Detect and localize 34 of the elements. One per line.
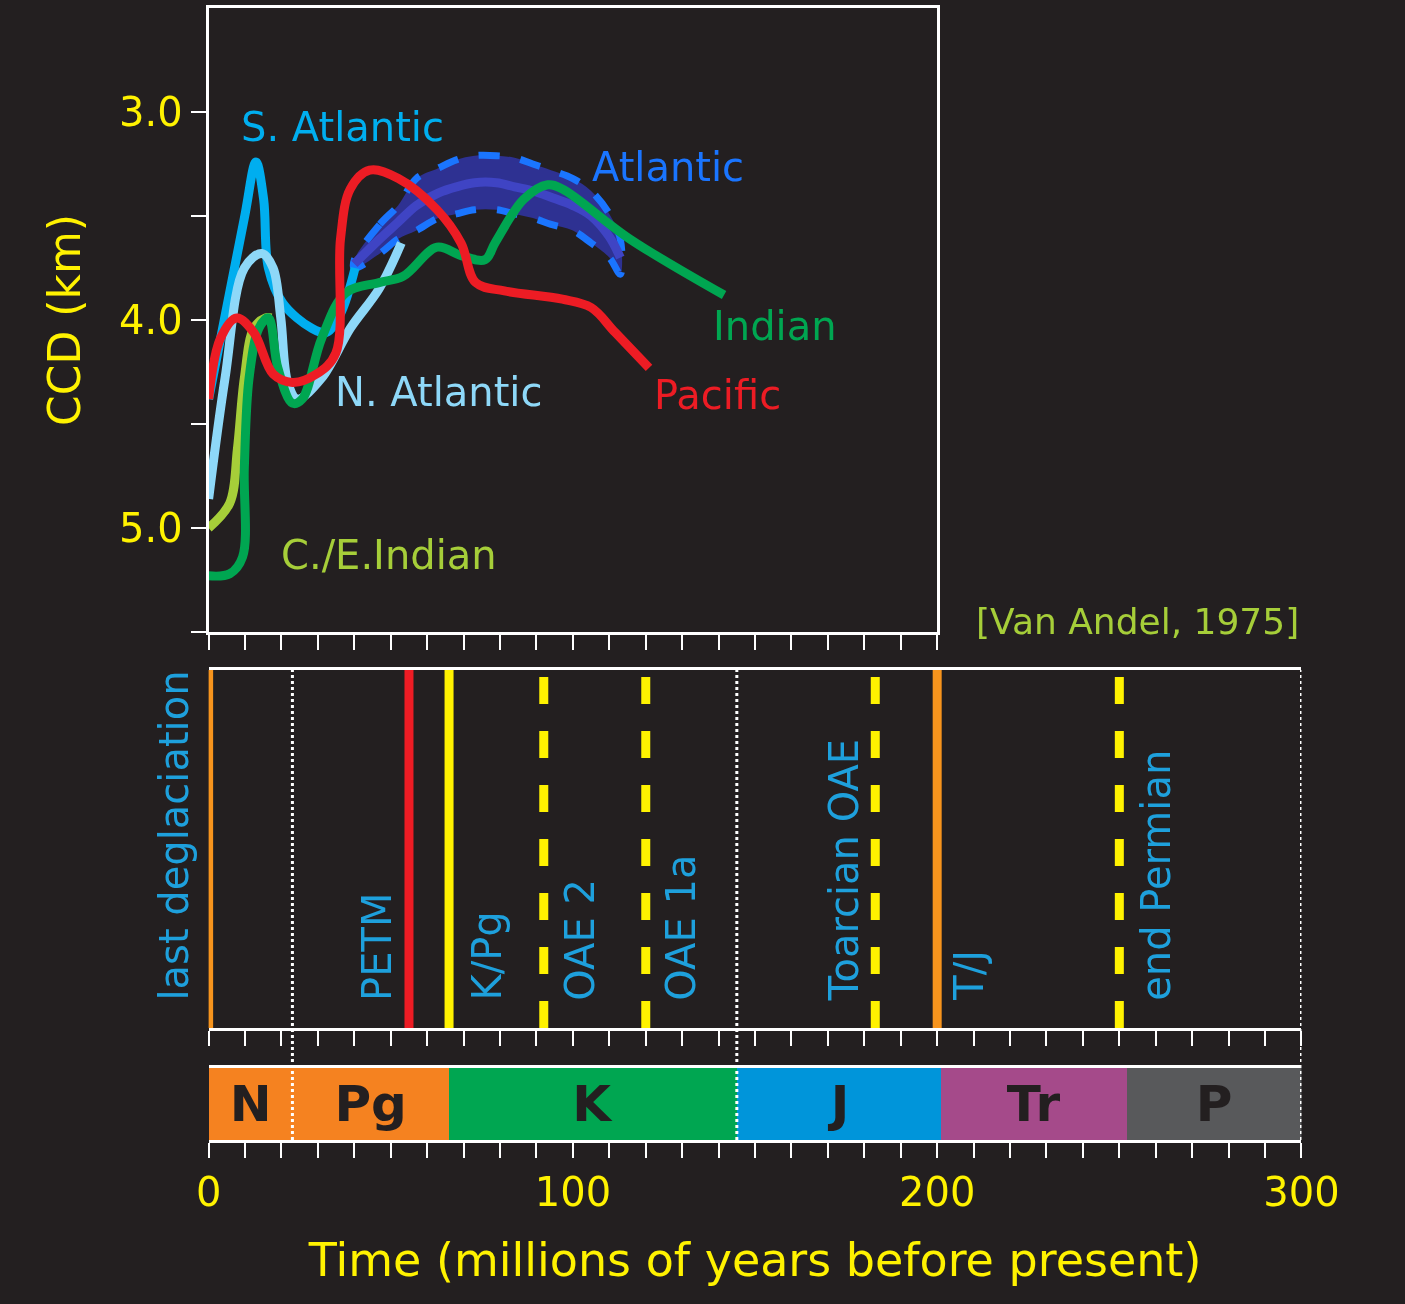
y-tick-label: 4.0 [119,297,183,343]
x-axis-title: Time (millions of years before present) [307,1232,1202,1287]
bar [736,1068,941,1140]
ref-line-label: Toarcian OAE [821,738,868,1002]
y-tick-label: 3.0 [119,89,183,135]
data-label: P [1195,1075,1233,1133]
data-label: K [572,1075,614,1133]
series-label: C./E.Indian [281,532,497,578]
series-label: S. Atlantic [241,104,444,150]
bar [448,1068,737,1140]
x-tick-label: 0 [195,1169,222,1215]
ref-line-label: T/J [945,949,992,1001]
data-label: N [229,1075,272,1133]
y-tick-label: 5.0 [119,505,183,551]
data-label: J [827,1075,850,1133]
y-axis-title: CCD (km) [39,214,91,426]
ref-line-label: last deglaciation [150,670,197,1001]
series-label: Indian [713,303,837,349]
bar [1126,1068,1302,1140]
series-label: N. Atlantic [335,369,543,415]
bar [940,1068,1127,1140]
text: [Van Andel, 1975] [976,601,1300,642]
series-label: Atlantic [592,144,745,190]
data-label: Tr [1006,1075,1061,1133]
x-tick-label: 100 [534,1169,612,1215]
ref-line-label: OAE 2 [556,879,603,1001]
x-tick-label: 300 [1263,1169,1340,1215]
ref-line-label: K/Pg [463,911,510,1001]
ref-line-label: PETM [354,892,401,1001]
data-label: Pg [334,1075,407,1133]
ref-line-label: end Permian [1132,749,1179,1001]
ref-line-label: OAE 1a [657,854,704,1001]
x-tick-label: 200 [899,1169,976,1215]
series-label: Pacific [654,372,782,418]
